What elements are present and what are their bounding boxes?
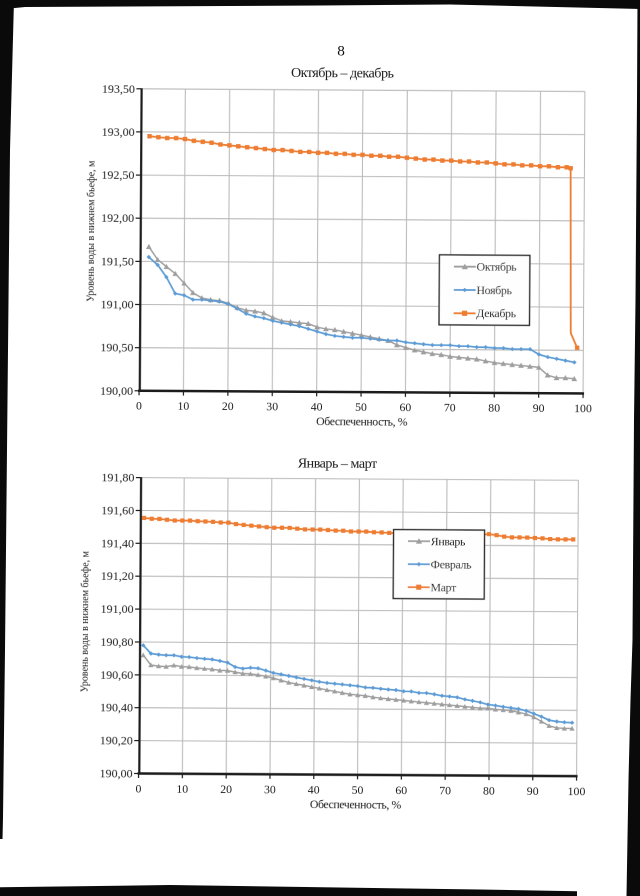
svg-text:10: 10 [177, 399, 189, 413]
svg-text:190,20: 190,20 [100, 733, 133, 747]
svg-text:191,20: 191,20 [101, 569, 134, 583]
svg-text:Уровень воды в нижнем бьефе, м: Уровень воды в нижнем бьефе, м [80, 550, 92, 692]
svg-text:191,00: 191,00 [101, 602, 134, 616]
svg-text:30: 30 [266, 399, 278, 413]
svg-text:190,00: 190,00 [100, 766, 133, 780]
svg-text:Октябрь: Октябрь [477, 260, 518, 274]
svg-text:Уровень воды в нижнем бьефе, м: Уровень воды в нижнем бьефе, м [86, 160, 98, 302]
svg-text:191,00: 191,00 [101, 297, 134, 311]
svg-text:60: 60 [395, 783, 407, 797]
svg-text:Ноябрь: Ноябрь [476, 283, 512, 297]
svg-text:80: 80 [488, 400, 500, 414]
svg-text:190,40: 190,40 [100, 700, 133, 714]
svg-text:80: 80 [483, 783, 495, 797]
svg-text:190,80: 190,80 [100, 635, 133, 649]
svg-text:Декабрь: Декабрь [476, 306, 516, 320]
svg-text:100: 100 [568, 784, 586, 798]
svg-text:Январь – март: Январь – март [298, 455, 377, 471]
svg-text:Март: Март [430, 580, 456, 594]
svg-text:190,60: 190,60 [100, 668, 133, 682]
svg-text:0: 0 [136, 398, 142, 412]
svg-text:100: 100 [574, 401, 592, 415]
svg-text:191,50: 191,50 [101, 254, 134, 268]
svg-text:193,50: 193,50 [102, 82, 135, 96]
svg-text:60: 60 [399, 400, 411, 414]
svg-text:50: 50 [352, 783, 364, 797]
svg-text:191,60: 191,60 [101, 503, 134, 517]
svg-text:70: 70 [444, 400, 456, 414]
svg-text:192,50: 192,50 [101, 168, 134, 182]
svg-text:Январь: Январь [431, 534, 466, 548]
svg-text:191,40: 191,40 [101, 536, 134, 550]
svg-text:190,00: 190,00 [100, 384, 133, 398]
svg-text:40: 40 [308, 782, 320, 796]
svg-text:50: 50 [355, 400, 367, 414]
svg-text:Обеспеченность, %: Обеспеченность, % [316, 415, 408, 429]
svg-text:0: 0 [136, 781, 142, 795]
svg-text:Обеспеченность, %: Обеспеченность, % [310, 798, 402, 812]
svg-text:193,00: 193,00 [102, 125, 135, 139]
svg-text:20: 20 [222, 399, 234, 413]
svg-text:191,80: 191,80 [101, 470, 134, 484]
svg-text:Октябрь – декабрь: Октябрь – декабрь [291, 65, 394, 82]
svg-text:Февраль: Февраль [431, 557, 473, 571]
svg-text:192,00: 192,00 [101, 211, 134, 225]
svg-text:70: 70 [439, 783, 451, 797]
svg-text:40: 40 [311, 399, 323, 413]
svg-text:10: 10 [176, 782, 188, 796]
svg-text:90: 90 [533, 401, 545, 415]
svg-text:8: 8 [337, 43, 345, 60]
svg-text:30: 30 [264, 782, 276, 796]
svg-text:190,50: 190,50 [100, 340, 133, 354]
svg-text:20: 20 [220, 782, 232, 796]
svg-text:90: 90 [527, 784, 539, 798]
